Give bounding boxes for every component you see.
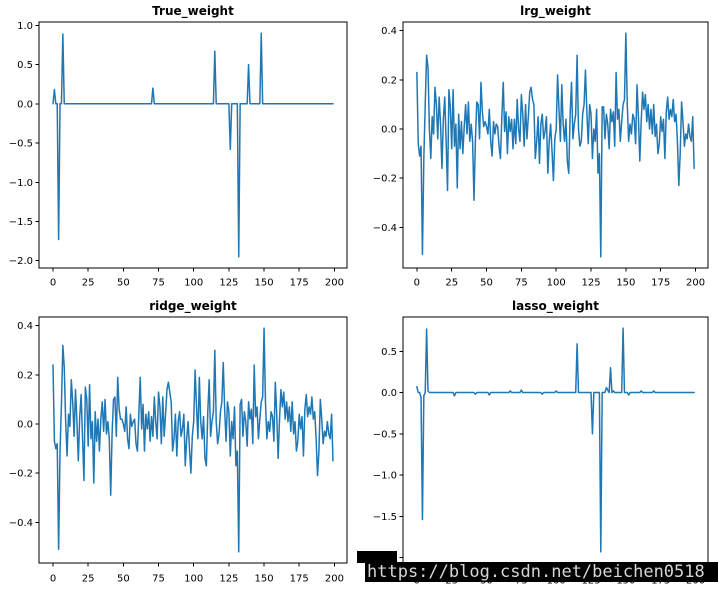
watermark-patch: [357, 551, 397, 563]
x-tick-label: 150: [255, 574, 274, 585]
x-tick-label: 100: [184, 278, 203, 289]
x-tick-label: 125: [219, 574, 238, 585]
x-tick-label: 0: [50, 574, 56, 585]
x-tick-label: 0: [414, 278, 420, 289]
x-tick-label: 125: [219, 278, 238, 289]
watermark-bar: https://blog.csdn.net/beichen0518: [365, 562, 718, 582]
x-tick-label: 50: [117, 574, 130, 585]
x-tick-label: 75: [152, 574, 165, 585]
x-tick-label: 75: [152, 278, 165, 289]
x-tick-label: 175: [651, 278, 670, 289]
x-tick-label: 175: [290, 278, 309, 289]
y-tick-label: −2.0: [9, 256, 33, 267]
x-tick-label: 150: [616, 278, 635, 289]
y-tick-label: −0.4: [9, 518, 33, 529]
plot-canvas-lrg-weight: 0 25 50 75 100 125 150 175 200 0.4 0.2 0.0 −0.2 −0.4: [373, 21, 709, 289]
y-tick-label: −0.4: [373, 223, 397, 234]
watermark-url: https://blog.csdn.net/beichen0518: [367, 562, 705, 582]
x-tick-label: 25: [82, 574, 95, 585]
axes-frame: [402, 21, 709, 269]
y-tick-label: −1.5: [9, 217, 33, 228]
x-tick-label: 100: [184, 574, 203, 585]
plot-canvas-lasso-weight: 02550751001251501752000.50.0−0.5−1.0−1.5…: [373, 316, 709, 587]
data-line: [416, 32, 695, 258]
plot-title-lasso-weight: lasso_weight: [512, 299, 599, 313]
y-tick-label: 1.0: [17, 21, 33, 32]
x-tick-label: 100: [547, 278, 566, 289]
y-tick-label: 0.0: [381, 388, 397, 399]
y-tick-label: −0.2: [9, 469, 33, 480]
axes-frame: [402, 316, 709, 564]
y-tick-label: 0.0: [17, 99, 33, 110]
data-line: [52, 32, 334, 258]
plot-title-true-weight: True_weight: [152, 4, 234, 18]
x-tick-label: 125: [581, 278, 600, 289]
x-tick-label: 25: [445, 278, 458, 289]
x-tick-label: 25: [82, 278, 95, 289]
data-line: [52, 327, 334, 553]
x-tick-label: 150: [255, 278, 274, 289]
plot-title-lrg-weight: lrg_weight: [520, 4, 591, 18]
x-tick-label: 200: [686, 278, 705, 289]
x-tick-label: 50: [480, 278, 493, 289]
axes-frame: [38, 316, 348, 564]
x-tick-label: 50: [117, 278, 130, 289]
y-tick-label: 0.5: [17, 60, 33, 71]
x-tick-label: 200: [325, 574, 344, 585]
y-tick-label: 0.0: [17, 420, 33, 431]
y-tick-label: −0.5: [9, 139, 33, 150]
x-tick-label: 175: [290, 574, 309, 585]
y-tick-label: −1.0: [9, 178, 33, 189]
plot-canvas-true-weight: 0 25 50 75 100 125 150 175 200 1.0 0.5 0.0 −0.5 −1.0 −…: [9, 21, 348, 289]
y-tick-label: 0.5: [381, 347, 397, 358]
x-tick-label: 75: [515, 278, 528, 289]
x-tick-label: 200: [325, 278, 344, 289]
y-tick-label: −0.2: [373, 174, 397, 185]
y-tick-label: 0.4: [17, 321, 33, 332]
y-tick-label: −1.0: [373, 471, 397, 482]
data-line: [416, 327, 695, 553]
y-tick-label: −1.5: [373, 512, 397, 523]
x-tick-label: 0: [50, 278, 56, 289]
y-tick-label: 0.2: [17, 370, 33, 381]
y-tick-label: 0.2: [381, 75, 397, 86]
y-tick-label: −0.5: [373, 429, 397, 440]
y-tick-label: 0.4: [381, 26, 397, 37]
plot-canvas-ridge-weight: 0 25 50 75 100 125 150 175 200 0.4 0.2 0.0 −0.2 −0.4: [9, 316, 348, 585]
y-tick-label: 0.0: [381, 125, 397, 136]
axes-frame: [38, 21, 348, 269]
plot-title-ridge-weight: ridge_weight: [149, 299, 237, 313]
